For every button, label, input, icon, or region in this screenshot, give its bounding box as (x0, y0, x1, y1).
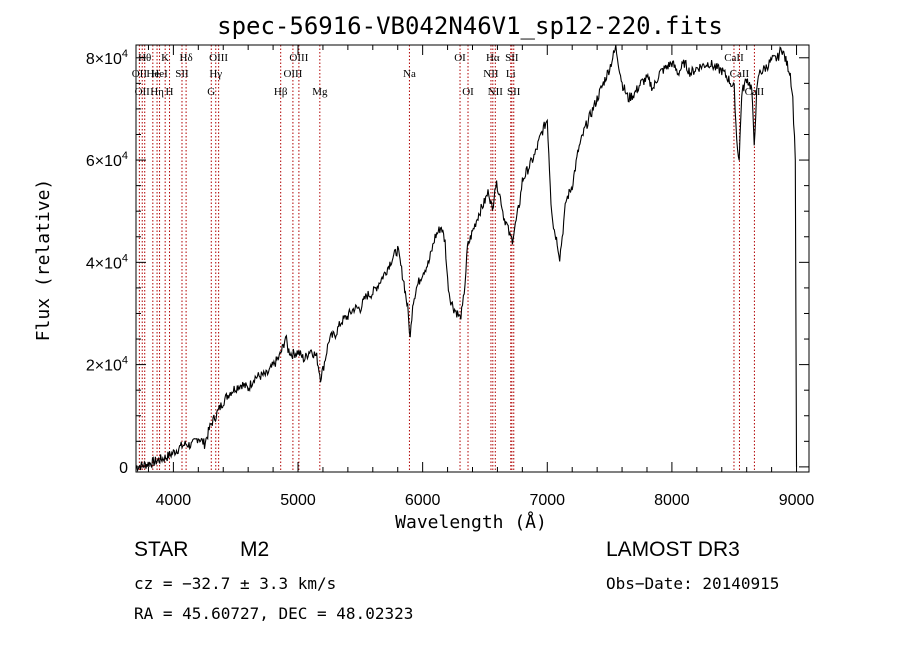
emission-line-label: OIII (283, 68, 302, 80)
x-axis: 4000 5000 6000 7000 8000 9000 (147, 45, 815, 509)
emission-line-label: He (146, 68, 159, 80)
chart-title: spec-56916-VB042N46V1_sp12-220.fits (217, 12, 723, 40)
emission-line-label: Hβ (274, 86, 288, 98)
object-class: STAR (134, 538, 189, 561)
x-tick-label: 8000 (654, 492, 690, 509)
emission-line-label: Hδ (180, 52, 193, 64)
emission-line-label: NII (483, 68, 499, 80)
emission-line-label: G (207, 86, 215, 98)
emission-line-label: H (166, 86, 174, 98)
emission-line-label: SII (507, 86, 521, 98)
emission-line-label: CaII (724, 52, 744, 64)
emission-line-label: Li (506, 68, 516, 80)
redshift-velocity: cz = −32.7 ± 3.3 km/s (134, 574, 337, 593)
emission-line-label: OIII (289, 52, 308, 64)
emission-line-label: OI (454, 52, 466, 64)
plot-frame (135, 44, 810, 473)
coordinates: RA = 45.60727, DEC = 48.02323 (134, 604, 414, 623)
emission-line-label: Hα (486, 52, 500, 64)
emission-line-label: Hγ (209, 68, 222, 80)
emission-line-label: SII (175, 68, 189, 80)
emission-line-label: OII (135, 86, 151, 98)
x-tick-label: 5000 (280, 492, 316, 509)
emission-line-label: Mg (312, 86, 328, 98)
y-axis: 0 2×104 4×104 6×104 8×104 (86, 48, 809, 477)
emission-line-label: CaII (730, 68, 750, 80)
x-tick-label: 9000 (779, 492, 815, 509)
x-tick-label: 4000 (156, 492, 192, 509)
y-tick-label: 8×104 (86, 48, 128, 68)
emission-line-label: Na (403, 68, 416, 80)
observation-date: Obs−Date: 20140915 (606, 574, 780, 593)
y-tick-label: 4×104 (86, 252, 128, 272)
survey-name: LAMOST DR3 (606, 538, 740, 561)
x-tick-label: 7000 (529, 492, 565, 509)
y-tick-label: 6×104 (86, 150, 128, 170)
emission-line-labels: OIIOIIHθHeHηHeIKHSIIHδGHγOIIIHβOIIIOIIIM… (132, 52, 765, 98)
emission-line-label: CaII (745, 86, 765, 98)
flux-series-line (135, 44, 798, 473)
y-axis-label: Flux (relative) (33, 179, 54, 342)
emission-line-label: NII (488, 86, 504, 98)
emission-line-label: OII (132, 68, 148, 80)
x-axis-label: Wavelength (Å) (395, 511, 547, 533)
emission-line-label: HeI (151, 68, 168, 80)
y-tick-label: 0 (119, 460, 128, 477)
emission-lines (138, 45, 755, 472)
emission-line-label: OI (462, 86, 474, 98)
object-subclass: M2 (240, 538, 270, 561)
x-tick-label: 6000 (405, 492, 441, 509)
emission-line-label: OIII (209, 52, 228, 64)
emission-line-label: K (161, 52, 169, 64)
y-tick-label: 2×104 (86, 355, 128, 375)
emission-line-label: SII (505, 52, 519, 64)
emission-line-label: Hη (150, 86, 164, 98)
